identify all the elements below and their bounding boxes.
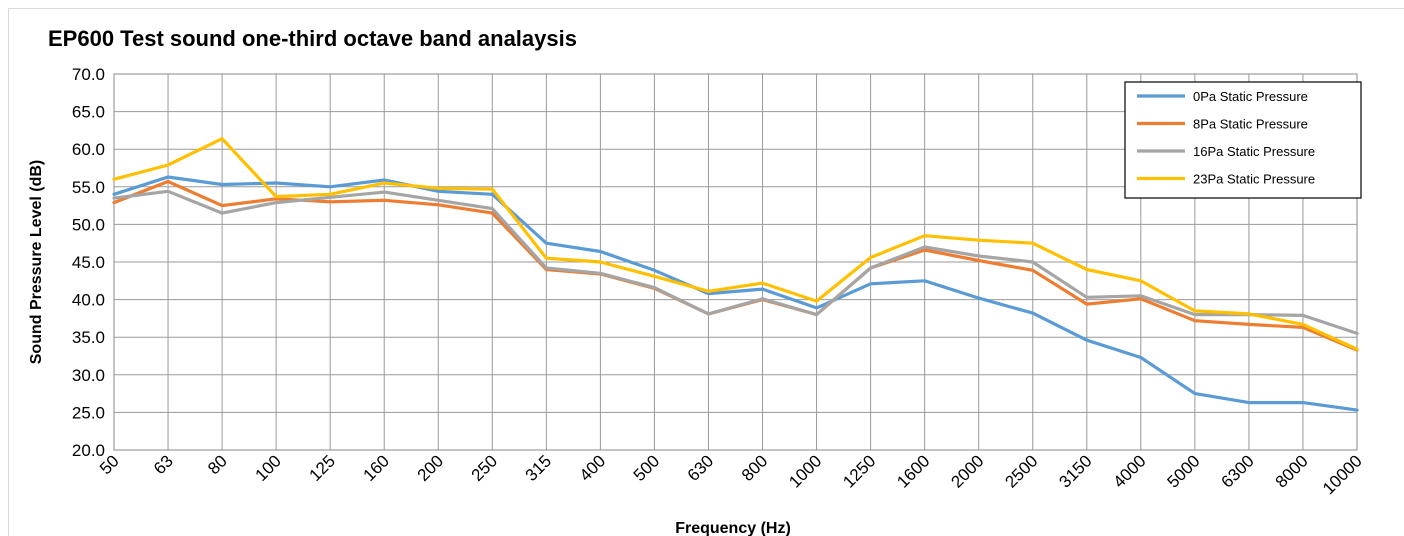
series-line-3 — [112, 189, 1359, 335]
series-line-4 — [112, 137, 1359, 351]
series-line-1 — [112, 175, 1359, 412]
x-tick-label: 5000 — [1164, 451, 1204, 491]
axes — [113, 73, 1358, 451]
legend-label: 0Pa Static Pressure — [1193, 89, 1308, 104]
y-tick-label: 40.0 — [72, 291, 105, 310]
y-tick-label: 25.0 — [72, 403, 105, 422]
x-tick-label: 8000 — [1272, 451, 1312, 491]
x-tick-label: 6300 — [1218, 451, 1258, 491]
x-tick-label: 200 — [414, 451, 447, 484]
x-tick-label: 630 — [684, 451, 717, 484]
y-tick-label: 45.0 — [72, 253, 105, 272]
x-tick-label: 63 — [150, 451, 177, 478]
y-tick-label: 20.0 — [72, 441, 105, 460]
y-tick-label: 70.0 — [72, 65, 105, 84]
x-tick-labels: 50 63 80 100 125 160 200 250 315 400 500 630 800 1000… — [96, 451, 1366, 498]
y-tick-label: 30.0 — [72, 366, 105, 385]
x-tick-label: 500 — [630, 451, 663, 484]
y-tick-label: 65.0 — [72, 103, 105, 122]
y-tick-label: 35.0 — [72, 328, 105, 347]
x-tick-label: 100 — [251, 451, 284, 484]
chart-frame — [8, 8, 1404, 536]
x-tick-label: 315 — [522, 451, 555, 484]
x-tick-label: 2500 — [1001, 451, 1041, 491]
legend: 0Pa Static Pressure 8Pa Static Pressure 16… — [1124, 81, 1362, 199]
x-tick-label: 2000 — [947, 451, 987, 491]
legend-label: 23Pa Static Pressure — [1193, 172, 1315, 187]
legend-label: 16Pa Static Pressure — [1193, 144, 1315, 159]
y-tick-label: 60.0 — [72, 140, 105, 159]
x-tick-label: 3150 — [1055, 451, 1095, 491]
x-tick-label: 400 — [576, 451, 609, 484]
x-tick-label: 1000 — [785, 451, 825, 491]
series-line-2 — [112, 179, 1359, 352]
y-tick-label: 50.0 — [72, 215, 105, 234]
chart-title: EP600 Test sound one-third octave band a… — [48, 26, 577, 51]
y-axis-title: Sound Pressure Level (dB) — [28, 160, 45, 365]
x-tick-label: 4000 — [1109, 451, 1149, 491]
x-tick-label: 80 — [204, 451, 231, 478]
plot-area — [113, 73, 1358, 451]
y-tick-label: 55.0 — [72, 178, 105, 197]
x-tick-label: 1250 — [839, 451, 879, 491]
x-tick-label: 125 — [306, 451, 339, 484]
x-tick-label: 250 — [468, 451, 501, 484]
y-tick-labels: 20.0 25.0 30.0 35.0 40.0 45.0 50.0 55.0 60.0 65.0… — [72, 65, 105, 460]
x-tick-label: 800 — [738, 451, 771, 484]
x-axis-title: Frequency (Hz) — [675, 520, 791, 536]
series-lines — [112, 137, 1359, 412]
x-tick-label: 160 — [360, 451, 393, 484]
x-tick-label: 1600 — [893, 451, 933, 491]
legend-label: 8Pa Static Pressure — [1193, 117, 1308, 132]
x-tick-label: 10000 — [1319, 451, 1366, 498]
